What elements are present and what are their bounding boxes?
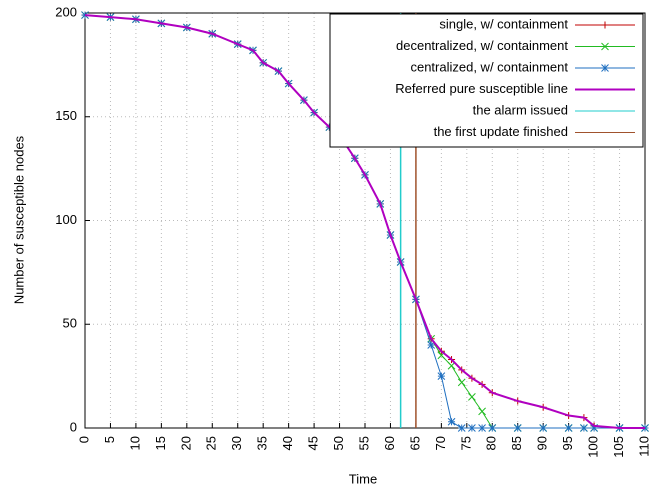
x-tick-label: 35 [255,436,270,450]
marker-stroke [457,424,466,432]
x-tick-label: 75 [458,436,473,450]
legend-label: single, w/ containment [439,16,568,31]
x-tick-label: 70 [433,436,448,450]
marker-stroke [468,393,476,401]
legend-label: the first update finished [434,124,568,139]
x-tick-label: 60 [382,436,397,450]
marker [457,378,466,387]
x-tick-label: 100 [586,436,601,458]
marker-stroke [539,424,548,432]
marker [478,407,486,416]
x-tick-label: 90 [535,436,550,450]
x-tick-label: 10 [127,436,142,450]
x-tick-label: 95 [560,436,575,450]
marker [437,372,446,380]
legend-label: decentralized, w/ containment [396,38,568,53]
marker [488,424,497,432]
legend-label: centralized, w/ containment [410,59,568,74]
x-tick-label: 65 [407,436,422,450]
x-tick-label: 110 [636,436,651,457]
marker [564,424,573,432]
marker [447,361,456,370]
plot-frame [84,12,646,429]
marker-stroke [468,424,476,432]
legend-box [329,13,644,148]
x-tick-label: 5 [102,436,117,443]
x-tick-label: 85 [509,436,524,450]
marker-stroke [437,372,446,380]
marker [539,424,548,432]
y-tick-label: 100 [55,212,77,227]
marker-stroke [488,424,497,432]
marker-stroke [513,424,522,432]
legend-label: the alarm issued [473,102,568,117]
x-tick-label: 40 [280,436,295,450]
x-tick-label: 50 [331,436,346,450]
marker [468,424,476,432]
marker [513,424,522,432]
marker-stroke [447,361,456,370]
legend-marker [601,21,609,29]
x-tick-label: 0 [76,436,91,443]
legend-label: Referred pure susceptible line [395,81,568,96]
x-tick-label: 30 [229,436,244,450]
marker-stroke [601,64,609,72]
x-tick-label: 80 [484,436,499,450]
marker-stroke [564,424,573,432]
x-tick-label: 55 [356,436,371,450]
marker [457,424,466,432]
marker [468,393,476,401]
x-tick-label: 105 [611,436,626,458]
x-tick-label: 45 [306,436,321,450]
marker [478,424,486,432]
legend-marker [601,64,609,72]
marker-stroke [457,378,466,387]
marker [447,417,456,426]
y-axis-label: Number of susceptible nodes [11,135,26,304]
x-axis-label: Time [349,471,377,486]
y-tick-label: 50 [63,316,77,331]
marker-stroke [478,407,486,416]
marker-stroke [580,424,588,432]
x-tick-label: 25 [204,436,219,450]
series-line [84,14,645,429]
marker [580,424,588,432]
legend-marker [601,42,609,51]
y-tick-label: 150 [55,108,77,123]
x-tick-label: 20 [178,436,193,450]
marker-stroke [478,424,486,432]
marker-stroke [601,42,609,51]
marker-stroke [447,417,456,426]
x-tick-label: 15 [153,436,168,450]
y-tick-label: 200 [55,4,77,19]
y-tick-label: 0 [70,419,77,434]
